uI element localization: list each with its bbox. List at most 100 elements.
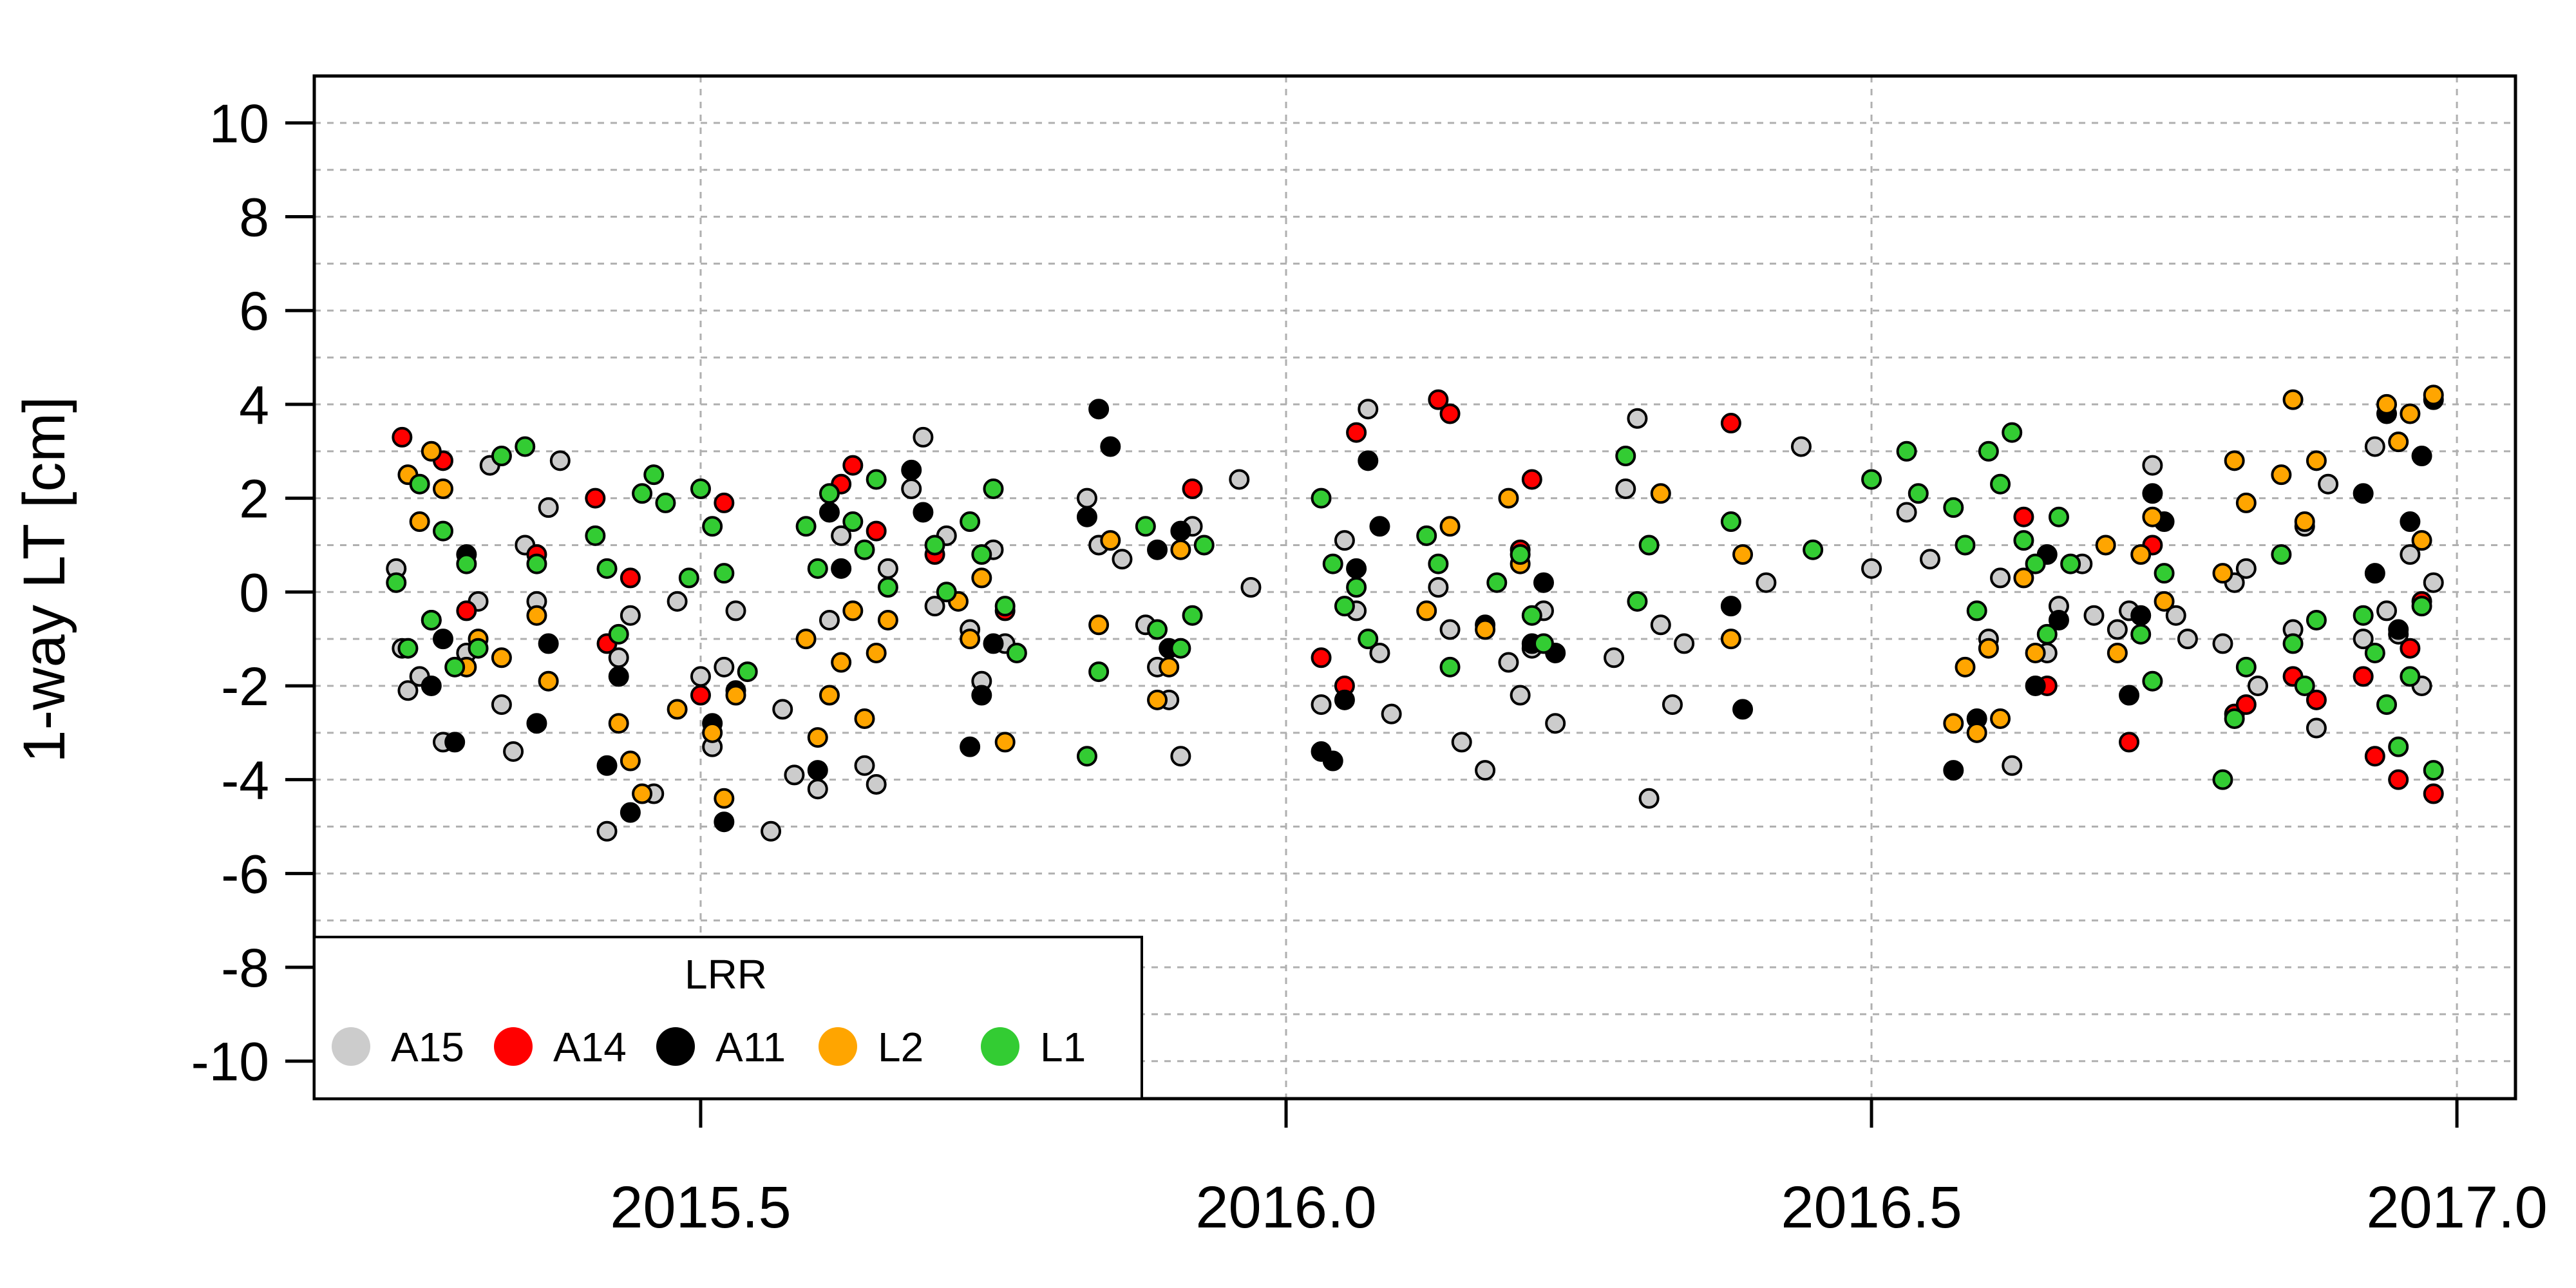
data-point	[866, 469, 887, 490]
data-point	[1334, 530, 1355, 551]
legend-label: A14	[553, 1024, 627, 1070]
data-point	[2364, 642, 2385, 663]
data-point	[1966, 600, 1987, 621]
data-point	[585, 525, 606, 546]
data-point	[1112, 549, 1133, 570]
series-L1	[386, 422, 2444, 790]
data-point	[819, 609, 840, 630]
legend-box	[313, 936, 1143, 1100]
data-point	[1311, 647, 1332, 668]
legend-entry-A11: A11	[656, 1024, 786, 1070]
data-point	[409, 511, 430, 533]
data-point	[1088, 399, 1110, 420]
data-point	[854, 539, 875, 560]
data-point	[1170, 638, 1191, 659]
data-point	[1170, 539, 1191, 560]
data-point	[1369, 642, 1390, 663]
data-point	[2224, 708, 2245, 729]
data-point	[1428, 553, 1449, 574]
data-point	[2411, 446, 2432, 467]
data-point	[2388, 736, 2409, 757]
data-point	[549, 450, 571, 471]
data-point	[1358, 629, 1379, 650]
data-point	[2235, 656, 2257, 677]
data-point	[1627, 408, 1648, 429]
data-point	[643, 464, 665, 486]
data-point	[526, 605, 547, 626]
legend-label: L1	[1040, 1024, 1086, 1070]
data-point	[491, 647, 512, 668]
data-point	[866, 773, 887, 795]
data-point	[2411, 530, 2432, 551]
data-point	[667, 699, 688, 720]
data-point	[2353, 666, 2374, 687]
data-point	[2376, 694, 2398, 715]
data-point	[1919, 549, 1940, 570]
data-point	[2025, 642, 2046, 663]
data-point	[994, 596, 1016, 617]
data-point	[2048, 506, 2069, 527]
data-point	[1193, 535, 1215, 556]
data-point	[1955, 656, 1976, 677]
legend-label: A11	[715, 1024, 786, 1070]
data-point	[960, 511, 981, 533]
data-point	[971, 544, 992, 565]
data-point	[2235, 558, 2257, 579]
data-point	[1498, 488, 1519, 509]
data-point	[1439, 403, 1461, 424]
data-point	[2400, 666, 2421, 687]
data-point	[1240, 577, 1262, 598]
data-point	[2364, 436, 2385, 457]
data-point	[2212, 633, 2233, 654]
data-point	[491, 694, 512, 715]
data-point	[2294, 675, 2315, 696]
data-point	[1088, 614, 1110, 636]
legend-entry-L1: L1	[981, 1024, 1086, 1070]
data-point	[432, 629, 453, 650]
legend: LRR A15 A14 A11 L2 L1	[313, 936, 1143, 1100]
data-point	[1803, 539, 1824, 560]
data-point	[960, 736, 981, 757]
data-point	[960, 629, 981, 650]
data-point	[2282, 633, 2304, 654]
data-point	[444, 732, 466, 753]
data-point	[2025, 553, 2046, 574]
data-point	[2353, 483, 2374, 504]
data-point	[725, 600, 746, 621]
data-point	[854, 708, 875, 729]
data-point	[725, 685, 746, 706]
data-point	[1159, 656, 1180, 677]
data-point	[526, 713, 547, 734]
data-point	[456, 553, 477, 574]
data-point	[1346, 558, 1367, 579]
data-point	[1358, 450, 1379, 471]
data-point	[714, 788, 735, 809]
data-point	[2013, 530, 2034, 551]
data-point	[1955, 535, 1976, 556]
data-point	[2423, 572, 2444, 593]
data-point	[2107, 642, 2128, 663]
data-point	[1990, 473, 2011, 495]
data-point	[608, 623, 629, 645]
data-point	[1182, 605, 1203, 626]
data-point	[936, 582, 957, 603]
data-point	[1720, 629, 1741, 650]
data-point	[1100, 436, 1121, 457]
data-point	[983, 478, 1004, 500]
data-point	[2353, 605, 2374, 626]
data-point	[772, 699, 793, 720]
legend-marker	[494, 1027, 533, 1066]
data-point	[2235, 694, 2257, 715]
data-point	[1638, 535, 1660, 556]
data-point	[2306, 689, 2327, 710]
data-point	[2318, 473, 2339, 495]
data-point	[1966, 722, 1987, 743]
data-point	[1990, 708, 2011, 729]
data-point	[2154, 563, 2175, 584]
data-point	[432, 478, 453, 500]
plot-frame	[312, 74, 2517, 1101]
data-point	[1439, 656, 1461, 677]
data-point	[620, 750, 641, 772]
data-point	[2306, 717, 2327, 739]
data-point	[971, 685, 992, 706]
